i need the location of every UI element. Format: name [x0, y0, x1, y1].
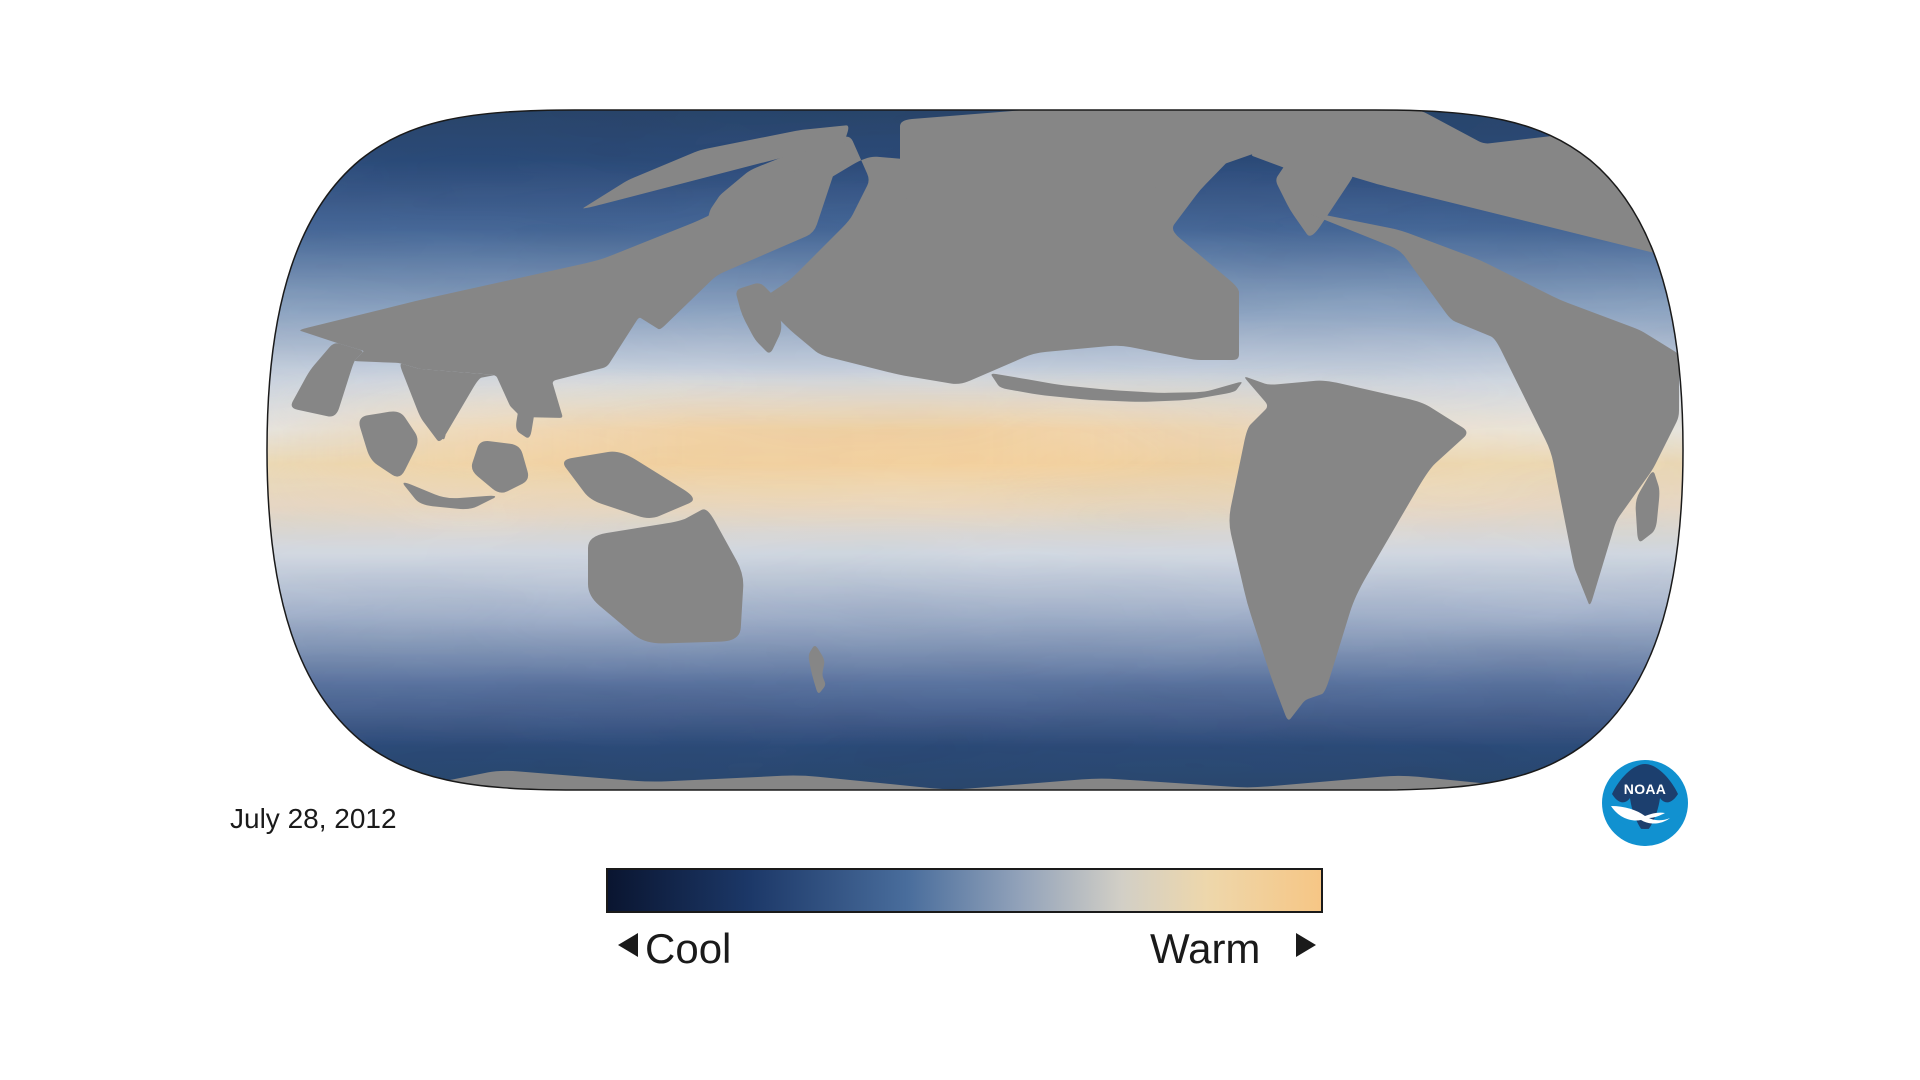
svg-text:NOAA: NOAA — [1624, 781, 1666, 797]
svg-text:Warm: Warm — [1150, 925, 1260, 972]
svg-text:July 28, 2012: July 28, 2012 — [230, 803, 397, 834]
svg-text:Cool: Cool — [645, 925, 731, 972]
